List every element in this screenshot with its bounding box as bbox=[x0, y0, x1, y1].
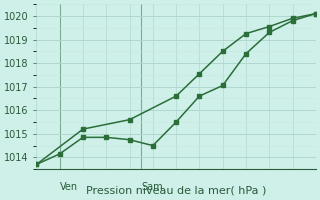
Text: Sam: Sam bbox=[141, 182, 163, 192]
X-axis label: Pression niveau de la mer( hPa ): Pression niveau de la mer( hPa ) bbox=[86, 186, 266, 196]
Text: Ven: Ven bbox=[60, 182, 78, 192]
